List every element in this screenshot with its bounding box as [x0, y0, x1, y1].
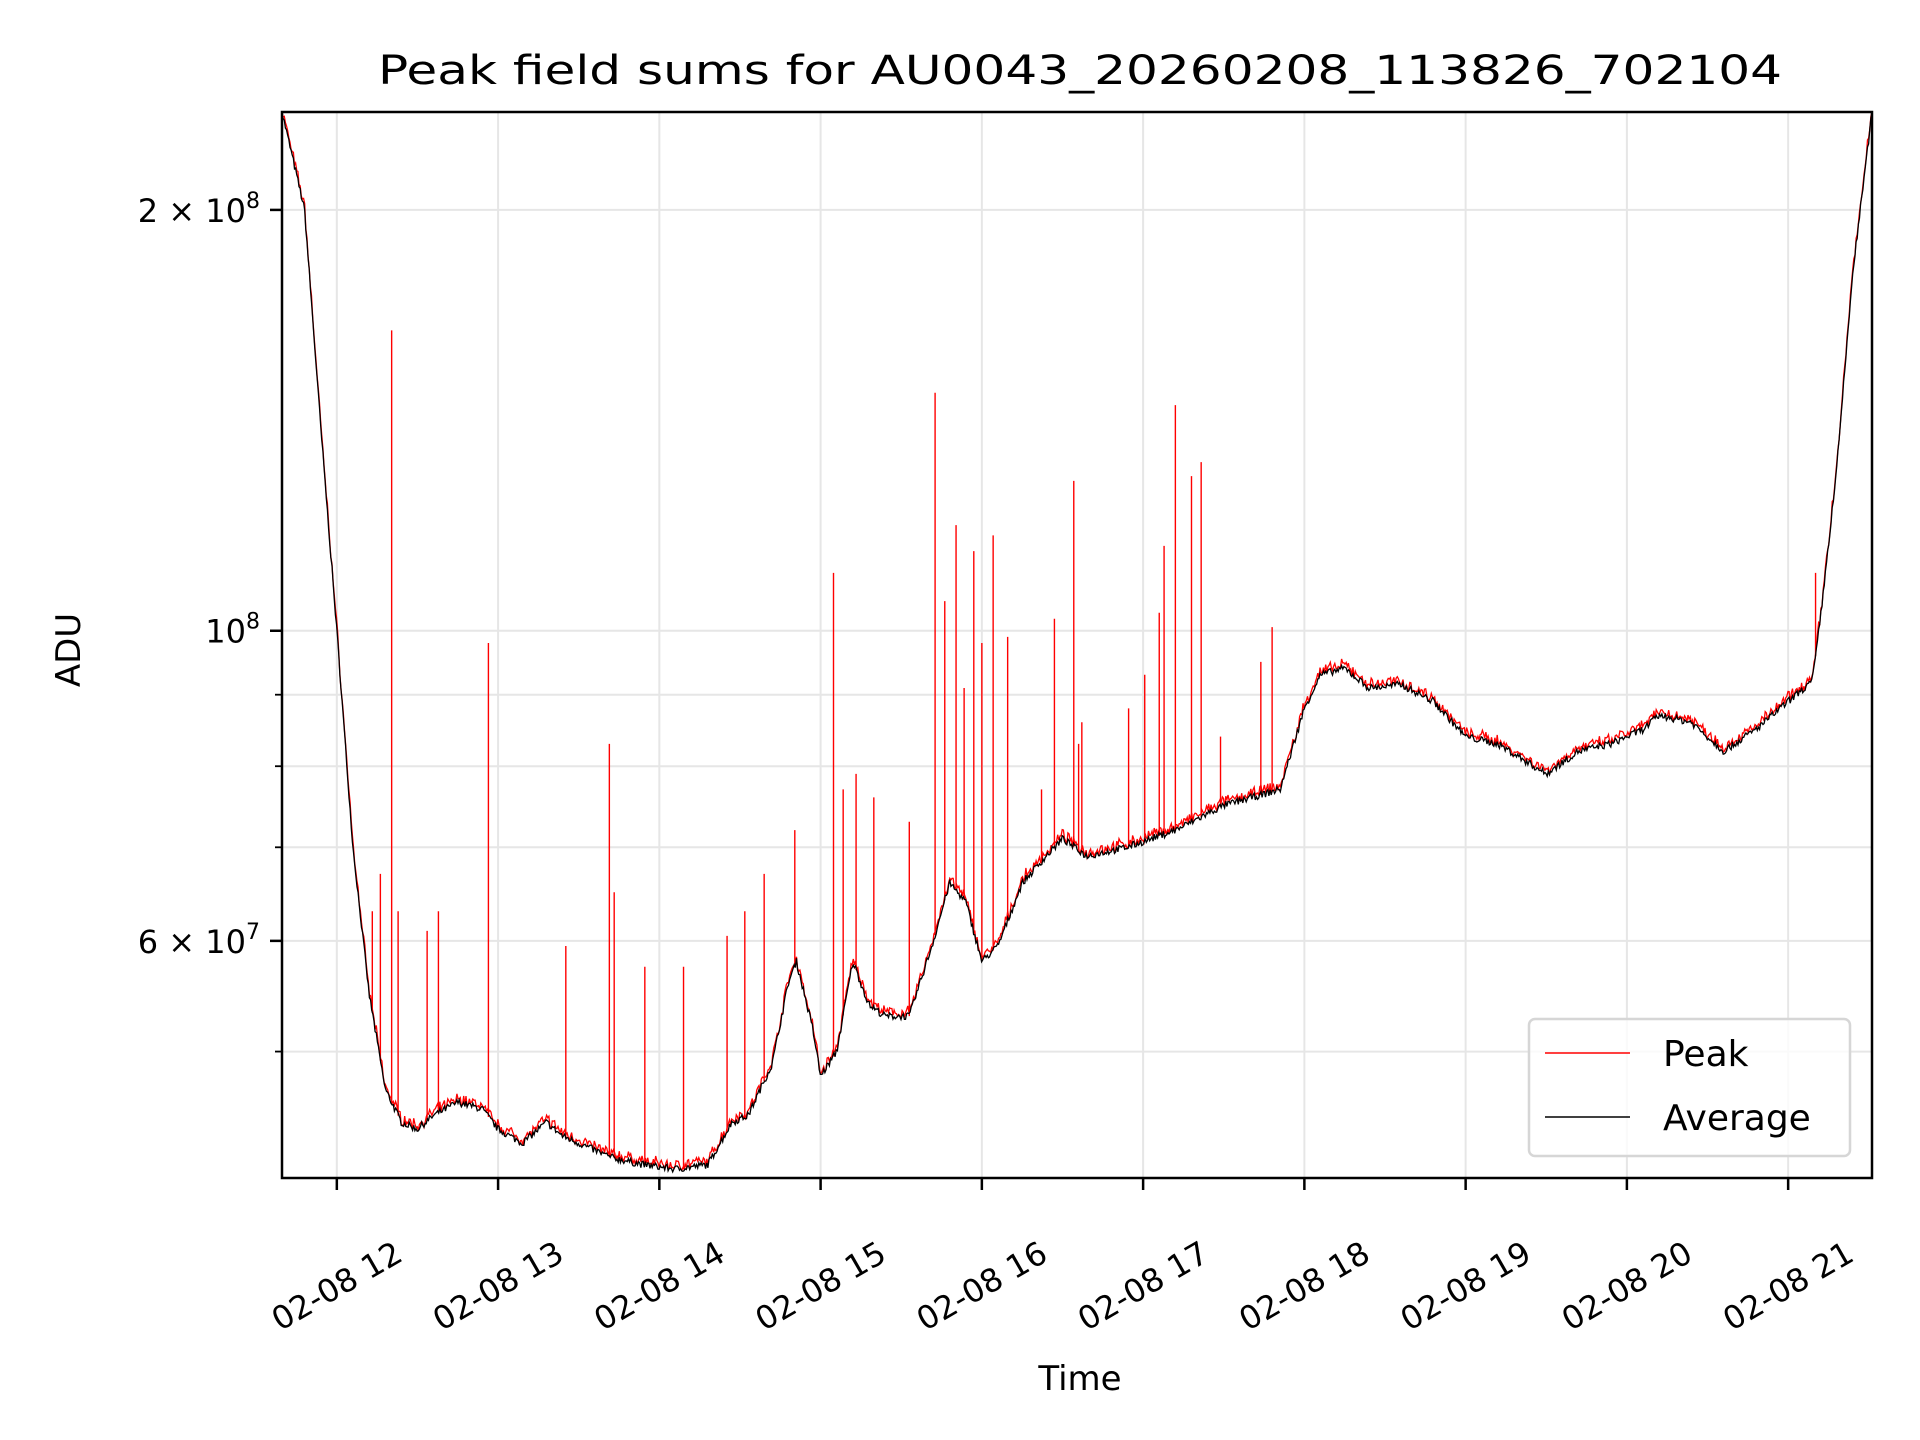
peak-series-line [282, 112, 1872, 1172]
average-series-line [282, 112, 1872, 1174]
legend: Peak Average [1527, 1017, 1852, 1158]
y-tick-label: 6 × 107 [138, 920, 260, 961]
y-tick-label: 2 × 108 [138, 189, 260, 230]
legend-peak-label: Peak [1663, 1034, 1749, 1075]
x-axis-label: Time [1037, 1359, 1121, 1399]
grid-lines [282, 112, 1872, 1178]
legend-average-label: Average [1663, 1098, 1811, 1139]
plot-area [282, 112, 1872, 1174]
y-axis: 2 × 108 108 6 × 107 [138, 189, 282, 1053]
axes-frame [280, 110, 1874, 1180]
chart-title: Peak field sums for AU0043_20260208_1138… [378, 48, 1782, 94]
y-axis-label: ADU [49, 613, 89, 687]
y-tick-label: 108 [205, 610, 260, 651]
series-group [282, 112, 1872, 1174]
